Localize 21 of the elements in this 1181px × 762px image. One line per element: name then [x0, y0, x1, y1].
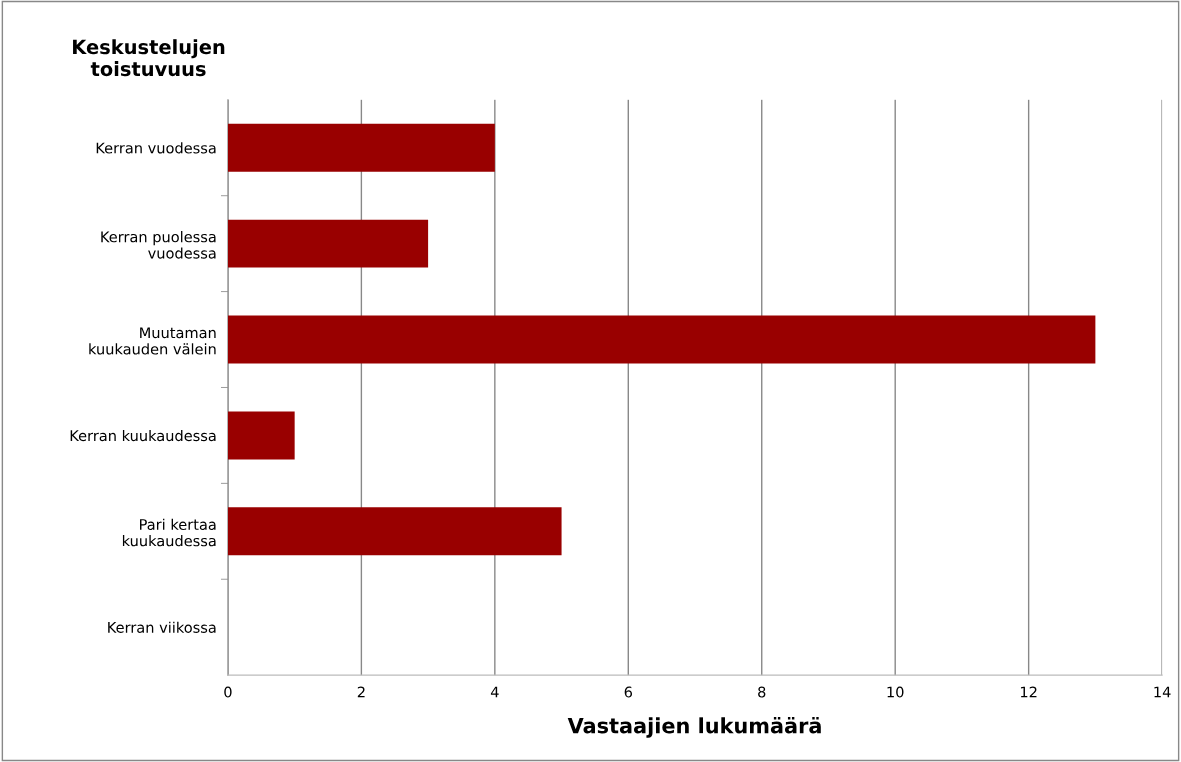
bar [227, 219, 429, 268]
x-tick-label: 8 [758, 686, 766, 698]
y-axis-title: Keskustelujen toistuvuus [73, 39, 225, 77]
y-tick-label: Kerran vuodessa [96, 142, 216, 154]
y-tick-label: Kerran viikossa [108, 621, 216, 633]
y-tick-label: Pari kertaa kuukaudessa [122, 518, 216, 547]
bar [227, 123, 495, 172]
x-tick-label: 4 [490, 686, 499, 698]
y-tick-label: Muutaman kuukauden välein [89, 327, 216, 355]
y-tick-label: Kerran kuukaudessa [70, 429, 216, 442]
x-tick-label: 6 [624, 686, 633, 698]
x-tick-label: 2 [357, 686, 365, 698]
x-tick-label: 10 [887, 686, 904, 698]
bar [227, 507, 562, 556]
x-tick-label: 0 [224, 686, 232, 698]
bar [227, 315, 1096, 364]
y-tick-label: Kerran puolessa vuodessa [101, 231, 216, 259]
bar [227, 411, 295, 460]
x-tick-label: 12 [1020, 686, 1037, 698]
x-axis-title: Vastaajien lukumäärä [567, 717, 821, 738]
x-tick-label: 14 [1154, 686, 1171, 698]
